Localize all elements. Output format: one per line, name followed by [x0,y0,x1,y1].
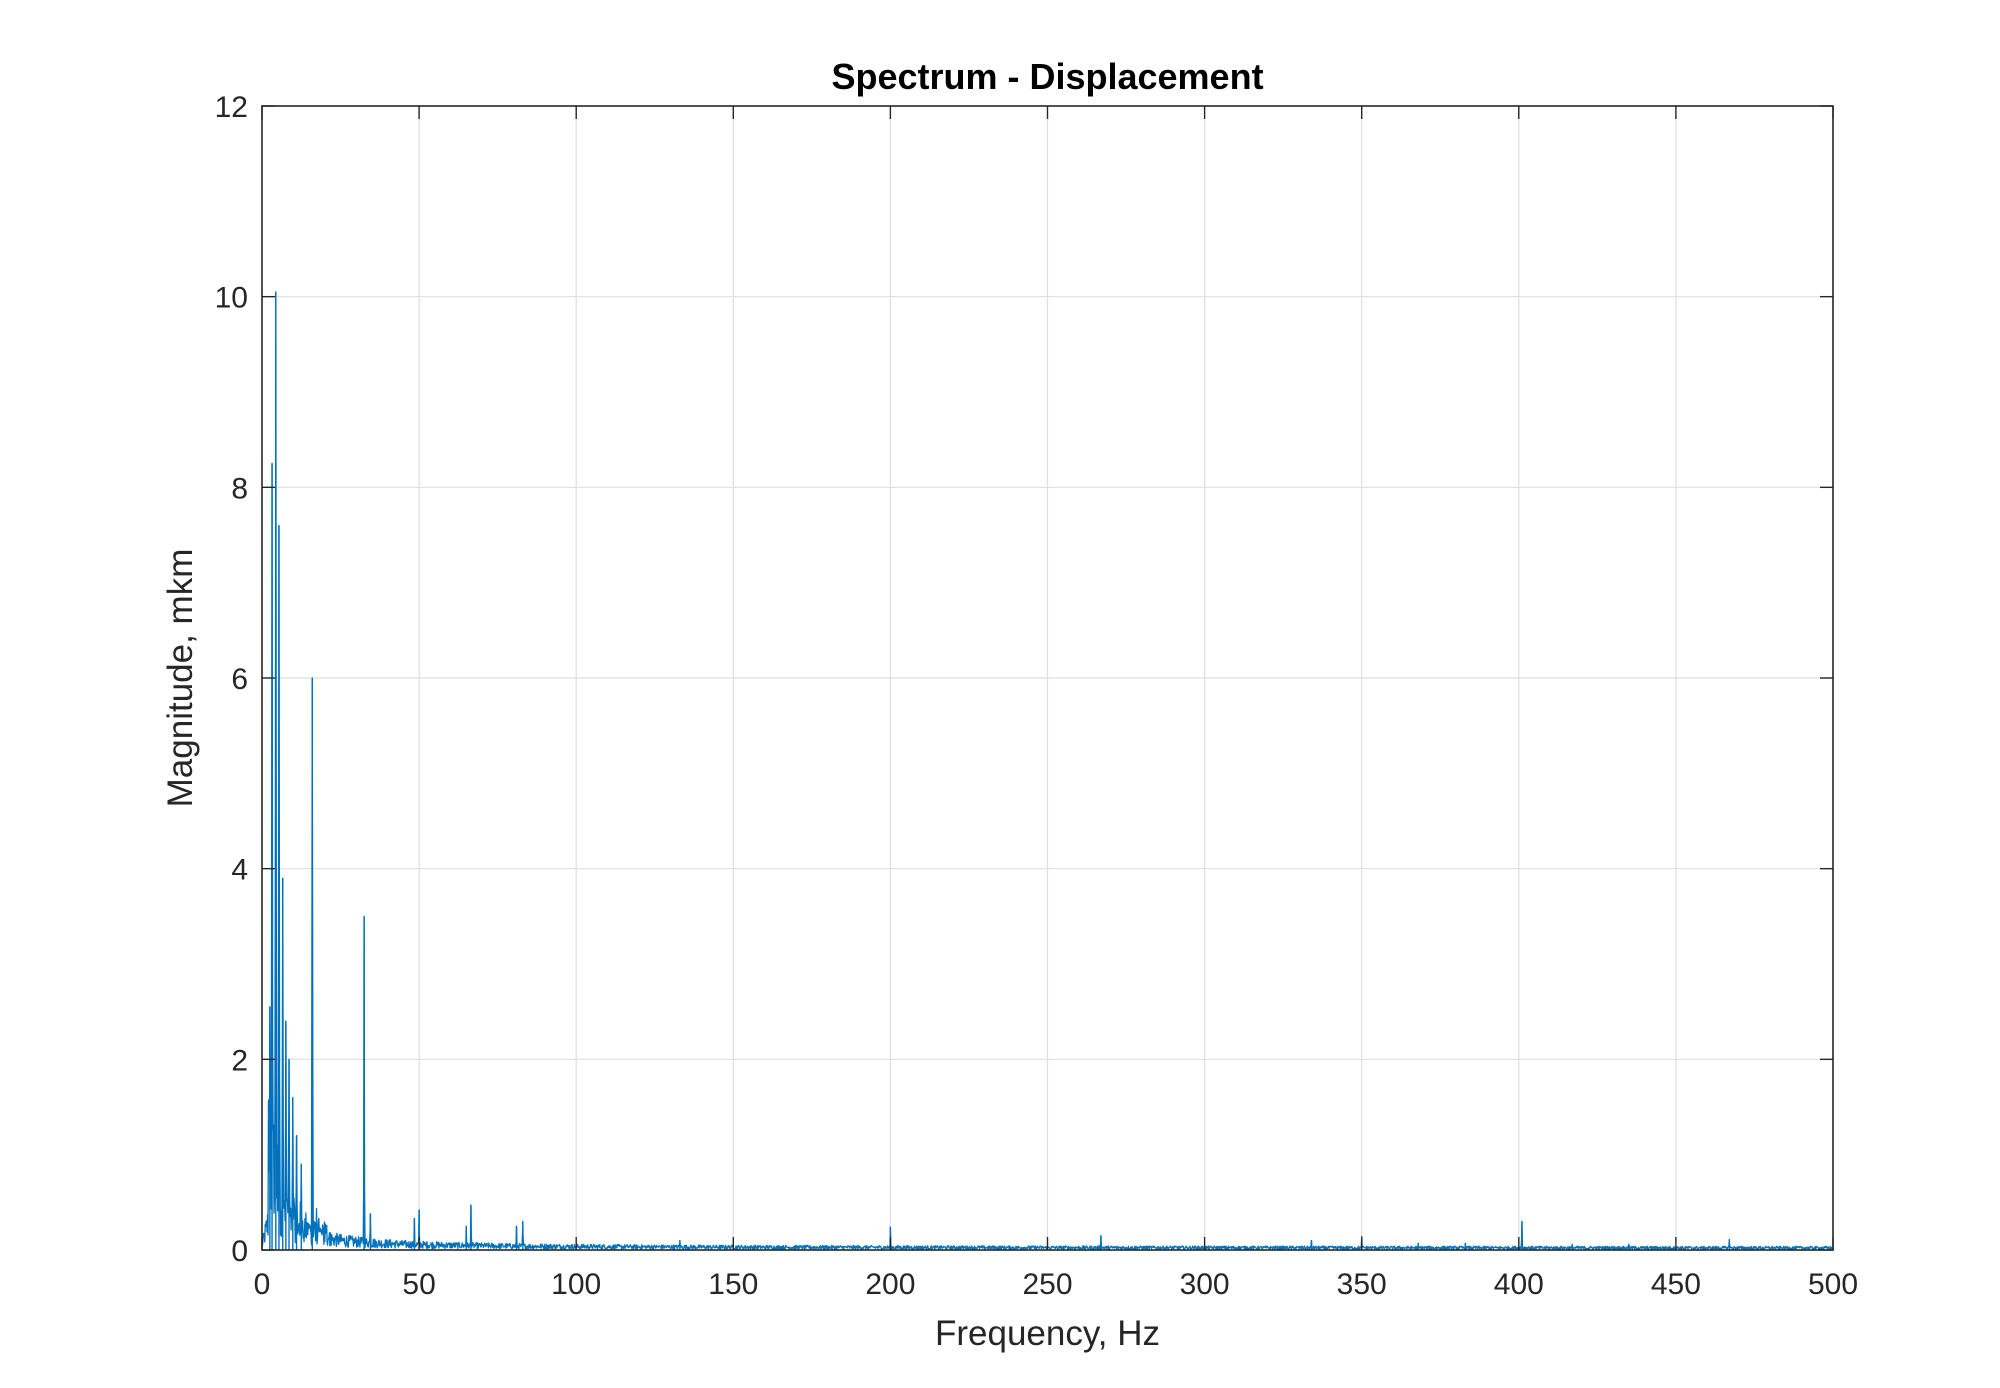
y-tick-label: 12 [215,91,248,124]
y-tick-label: 10 [215,282,248,315]
y-tick-label: 2 [231,1044,248,1077]
x-tick-label: 500 [1808,1268,1858,1301]
y-axis-label: Magnitude, mkm [161,549,200,808]
x-tick-label: 50 [402,1268,435,1301]
x-axis-label: Frequency, Hz [935,1314,1160,1353]
y-tick-label: 6 [231,663,248,696]
x-tick-label: 450 [1651,1268,1701,1301]
x-tick-label: 300 [1180,1268,1230,1301]
x-tick-label: 200 [865,1268,915,1301]
spectrum-series [261,291,1834,1250]
x-tick-label: 0 [254,1268,271,1301]
axis-ticks [261,105,1834,1251]
y-tick-label: 8 [231,472,248,505]
tick-labels: 0 50 100 150 200 250 300 350 400 450 500 0 2 4 6 8 10 12 [215,91,1858,1301]
chart-title: Spectrum - Displacement [831,56,1263,97]
x-tick-label: 350 [1337,1268,1387,1301]
y-tick-label: 4 [231,854,248,887]
x-tick-label: 100 [551,1268,601,1301]
x-tick-label: 400 [1494,1268,1544,1301]
x-tick-label: 150 [708,1268,758,1301]
x-tick-label: 250 [1022,1268,1072,1301]
spectrum-line [261,291,1834,1250]
y-tick-label: 0 [231,1235,248,1268]
grid-lines [262,106,1833,1250]
